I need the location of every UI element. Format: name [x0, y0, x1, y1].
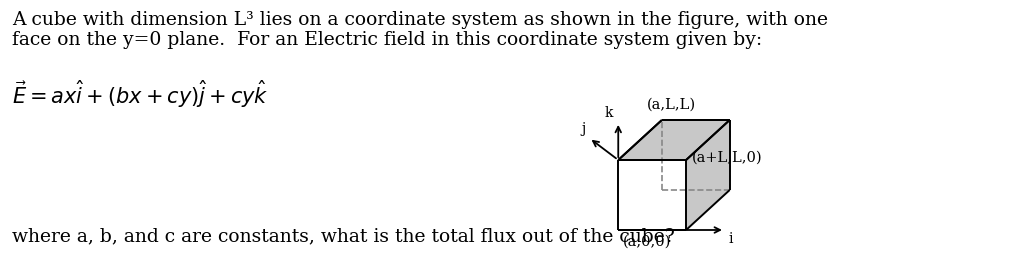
- Text: (a+L,L,0): (a+L,L,0): [692, 151, 763, 165]
- Text: j: j: [581, 122, 586, 136]
- Text: A cube with dimension L³ lies on a coordinate system as shown in the figure, wit: A cube with dimension L³ lies on a coord…: [11, 11, 827, 29]
- Text: face on the y=0 plane.  For an Electric field in this coordinate system given by: face on the y=0 plane. For an Electric f…: [11, 31, 762, 49]
- Text: i: i: [729, 232, 733, 246]
- Text: (a,0,0): (a,0,0): [624, 235, 672, 249]
- Text: $\vec{E} = ax\hat{i} + (bx + cy)\hat{j} + cy\hat{k}$: $\vec{E} = ax\hat{i} + (bx + cy)\hat{j} …: [11, 78, 268, 110]
- Text: k: k: [605, 106, 613, 120]
- Polygon shape: [618, 120, 730, 160]
- Text: (a,L,L): (a,L,L): [647, 98, 696, 112]
- Polygon shape: [686, 120, 730, 230]
- Text: where a, b, and c are constants, what is the total flux out of the cube?: where a, b, and c are constants, what is…: [11, 227, 675, 245]
